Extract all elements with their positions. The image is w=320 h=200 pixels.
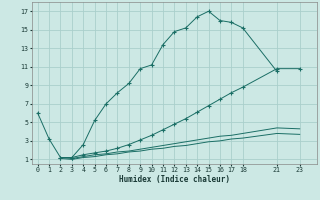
X-axis label: Humidex (Indice chaleur): Humidex (Indice chaleur) — [119, 175, 230, 184]
